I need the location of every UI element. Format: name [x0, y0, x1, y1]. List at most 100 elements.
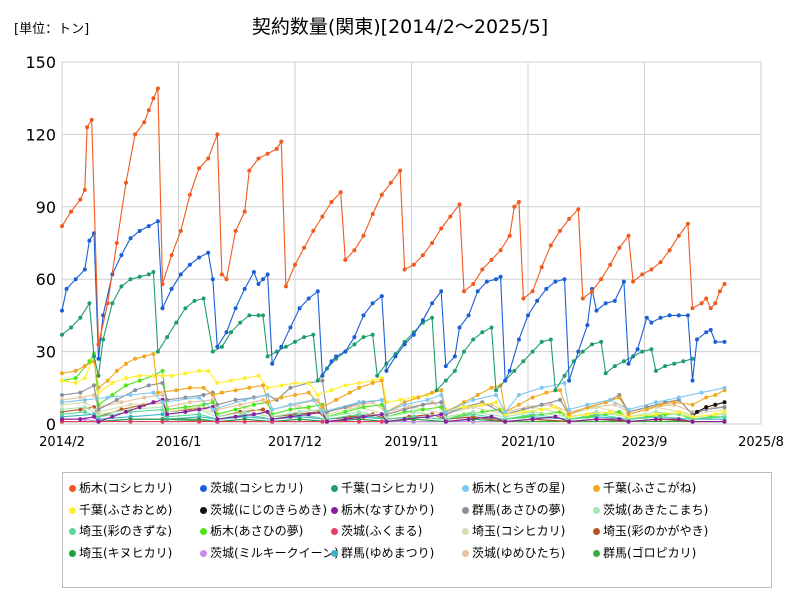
data-point: [466, 313, 471, 318]
data-point: [174, 320, 179, 325]
data-point: [713, 393, 718, 397]
data-point: [480, 330, 485, 335]
data-point: [210, 349, 215, 354]
data-point: [512, 368, 517, 373]
data-point: [329, 200, 334, 204]
data-point: [494, 277, 498, 282]
legend-label: 埼玉(彩のきずな): [79, 524, 173, 538]
legend-label: 茨城(ゆめひたち): [472, 545, 566, 560]
data-point: [251, 402, 256, 407]
data-point: [398, 397, 403, 402]
data-point: [87, 238, 92, 243]
data-point: [462, 349, 466, 354]
data-point: [704, 296, 709, 301]
legend-marker: [593, 528, 600, 535]
data-point: [567, 378, 572, 383]
data-point: [124, 180, 128, 185]
data-point: [215, 132, 220, 137]
legend-label: 栃木(とちぎの星): [472, 481, 566, 495]
data-point: [603, 371, 608, 376]
data-point: [420, 402, 425, 407]
data-point: [325, 414, 329, 419]
data-point: [361, 405, 366, 410]
data-point: [530, 289, 535, 294]
data-point: [261, 277, 265, 282]
data-point: [544, 286, 549, 291]
legend-item: 茨城(ゆめひたち): [462, 544, 565, 561]
data-point: [233, 306, 238, 311]
data-point: [352, 342, 357, 347]
data-point: [251, 412, 256, 417]
data-point: [411, 332, 416, 337]
data-point: [155, 219, 160, 224]
data-point: [690, 378, 695, 383]
data-point: [124, 376, 128, 381]
data-point: [279, 383, 284, 388]
data-point: [653, 412, 658, 417]
data-point: [489, 414, 494, 419]
data-point: [101, 313, 106, 318]
data-point: [672, 400, 677, 405]
data-point: [526, 313, 530, 318]
data-point: [617, 409, 622, 414]
x-tick-label: 2019/11: [384, 435, 438, 450]
data-point: [151, 96, 156, 101]
data-point: [411, 409, 416, 414]
legend-item: 栃木(あさひの夢): [200, 522, 303, 539]
data-point: [681, 359, 686, 364]
data-point: [548, 402, 553, 407]
data-point: [151, 352, 156, 356]
data-point: [133, 388, 138, 393]
data-point: [626, 233, 631, 238]
data-point: [503, 378, 508, 383]
data-point: [215, 344, 220, 349]
data-point: [288, 325, 293, 330]
data-point: [667, 313, 672, 318]
data-point: [119, 400, 124, 405]
data-point: [644, 315, 649, 320]
data-point: [507, 368, 512, 373]
y-tick-label: 90: [36, 198, 56, 217]
data-point: [261, 383, 265, 388]
data-point: [521, 296, 526, 301]
data-point: [96, 342, 101, 347]
legend-marker: [462, 528, 469, 535]
data-point: [96, 390, 101, 395]
data-point: [197, 368, 202, 373]
series: [60, 219, 727, 383]
data-point: [685, 221, 690, 226]
legend-item: 群馬(ゆめまつり): [331, 544, 434, 561]
data-point: [206, 156, 211, 161]
data-point: [183, 371, 188, 376]
data-point: [137, 228, 142, 233]
data-point: [320, 405, 325, 410]
data-point: [379, 412, 384, 417]
data-point: [562, 381, 567, 385]
data-point: [690, 306, 695, 311]
data-point: [635, 347, 640, 352]
data-point: [311, 228, 316, 233]
data-point: [402, 417, 407, 422]
data-point: [672, 361, 677, 366]
data-point: [599, 277, 604, 282]
data-point: [612, 364, 617, 369]
data-point: [320, 373, 325, 378]
data-point: [242, 397, 247, 402]
data-point: [717, 289, 722, 294]
legend-label: 茨城(あきたこまち): [603, 502, 709, 517]
legend-marker: [593, 506, 600, 514]
data-point: [452, 368, 457, 373]
data-point: [489, 385, 494, 390]
data-point: [576, 207, 581, 212]
data-point: [270, 417, 275, 422]
series: [60, 397, 727, 424]
data-point: [567, 407, 572, 412]
data-point: [480, 267, 485, 272]
data-point: [357, 419, 361, 424]
data-point: [457, 202, 462, 207]
data-point: [165, 412, 170, 417]
data-point: [676, 313, 681, 318]
data-point: [617, 395, 622, 400]
legend-label: 埼玉(彩のかがやき): [603, 524, 709, 538]
data-point: [137, 378, 142, 383]
